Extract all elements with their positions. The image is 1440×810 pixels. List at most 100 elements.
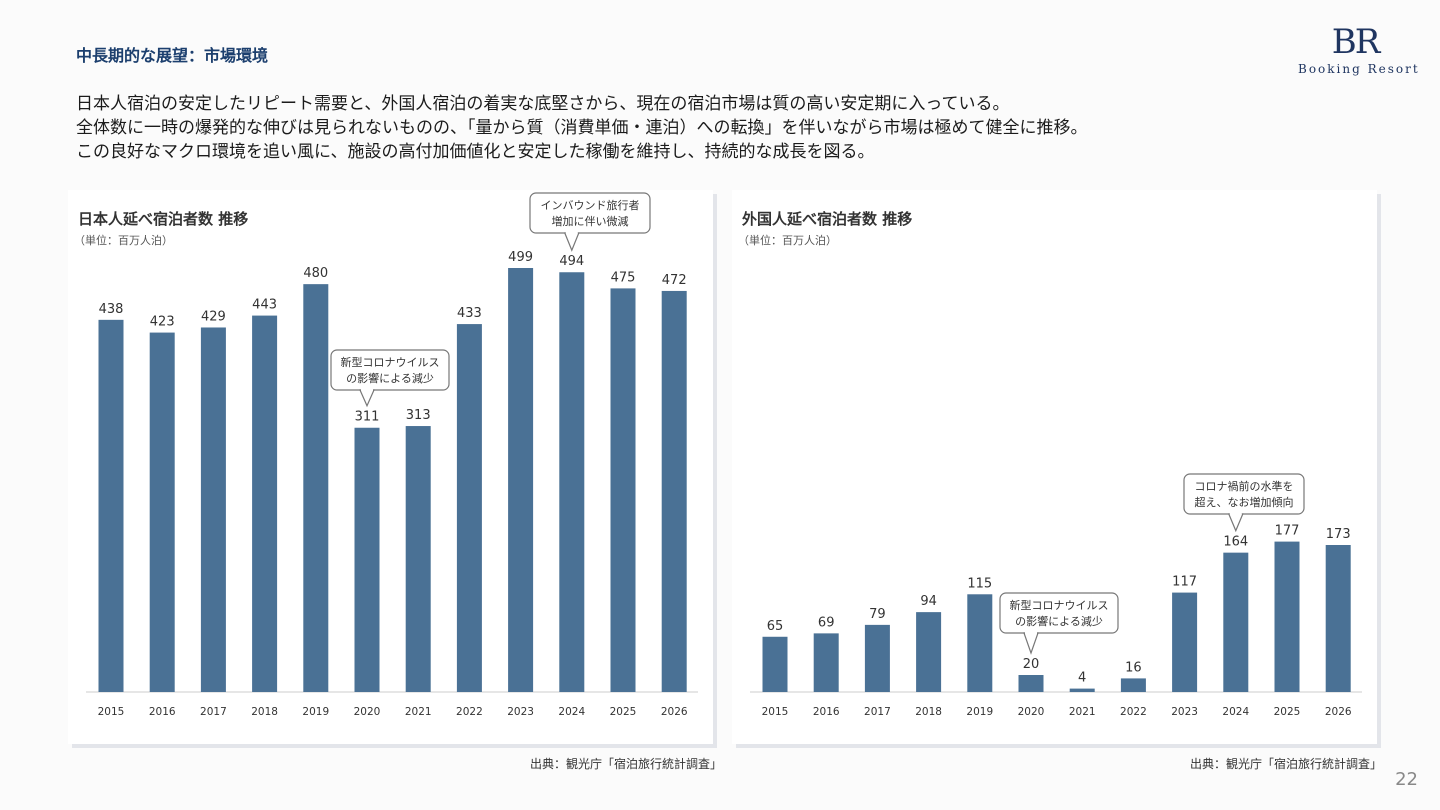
x-tick-label-2019: 2019	[966, 706, 993, 718]
callout-box	[529, 192, 651, 234]
callout-pointer	[1227, 513, 1244, 533]
x-tick-label-2021: 2021	[405, 706, 432, 718]
data-label-2025: 177	[1275, 524, 1300, 539]
bar-2026	[1325, 545, 1351, 692]
data-label-2022: 16	[1125, 660, 1142, 675]
bar-2023	[508, 268, 534, 692]
source-note-japanese: 出典：観光庁「宿泊旅行統計調査」	[530, 757, 723, 771]
foreign-guests-chart: 外国人延べ宿泊者数 推移 （単位：百万人泊） 65 2015 69 2016 79 2017 9…	[738, 210, 1362, 718]
japanese-guests-chart: 日本人延べ宿泊者数 推移 （単位：百万人泊） 438 2015 423 2016 429 20…	[74, 192, 698, 718]
x-tick-label-2024: 2024	[1222, 706, 1249, 718]
bar-2025	[610, 288, 636, 692]
chart-panel-japanese: 日本人延べ宿泊者数 推移 （単位：百万人泊） 438 2015 423 2016 429 20…	[68, 190, 713, 744]
data-label-2023: 499	[508, 250, 533, 265]
bar-2020	[1018, 675, 1044, 692]
lead-text: 日本人宿泊の安定したリピート需要と、外国人宿泊の着実な底堅さから、現在の宿泊市場…	[76, 92, 1088, 164]
brand-logo: BR Booking Resort	[1298, 22, 1420, 76]
data-label-2015: 438	[99, 302, 124, 317]
data-label-2024: 164	[1223, 535, 1248, 550]
callout-text: 新型コロナウイルス	[1010, 598, 1109, 612]
source-note-foreign: 出典：観光庁「宿泊旅行統計調査」	[1190, 757, 1383, 771]
x-tick-label-2022: 2022	[1120, 706, 1147, 718]
bar-2021	[405, 426, 431, 692]
data-label-2023: 117	[1172, 575, 1197, 590]
bar-2018	[252, 315, 278, 692]
callout-text: インバウンド旅行者	[541, 198, 640, 212]
x-tick-label-2015: 2015	[98, 706, 125, 718]
callout-text: 超え、なお増加傾向	[1195, 495, 1294, 509]
lead-line: 日本人宿泊の安定したリピート需要と、外国人宿泊の着実な底堅さから、現在の宿泊市場…	[76, 94, 1010, 114]
data-label-2018: 443	[252, 298, 277, 313]
data-label-2020: 311	[355, 410, 380, 425]
x-tick-label-2026: 2026	[661, 706, 688, 718]
chart-title: 外国人延べ宿泊者数 推移	[741, 210, 912, 228]
x-tick-label-2022: 2022	[456, 706, 483, 718]
x-tick-label-2018: 2018	[251, 706, 278, 718]
data-label-2017: 79	[869, 607, 886, 622]
callout-pointer	[1023, 632, 1039, 655]
bar-2017	[864, 624, 890, 692]
callout-text: 増加に伴い微減	[552, 214, 629, 228]
chart-panel-foreign: 外国人延べ宿泊者数 推移 （単位：百万人泊） 65 2015 69 2016 79 2017 9…	[732, 190, 1377, 744]
callout-text: 新型コロナウイルス	[341, 355, 440, 369]
logo-text: Booking Resort	[1298, 62, 1420, 76]
callout-text: の影響による減少	[1015, 614, 1103, 628]
bar-2024	[559, 272, 585, 692]
data-label-2021: 313	[406, 408, 431, 423]
data-label-2022: 433	[457, 306, 482, 321]
data-label-2019: 115	[967, 576, 992, 591]
x-tick-label-2025: 2025	[1274, 706, 1301, 718]
callout-box	[999, 592, 1119, 634]
data-label-2026: 173	[1326, 527, 1351, 542]
data-label-2019: 480	[303, 266, 328, 281]
data-label-2015: 65	[767, 619, 784, 634]
data-label-2017: 429	[201, 309, 226, 324]
x-tick-label-2017: 2017	[864, 706, 891, 718]
lead-line: この良好なマクロ環境を追い風に、施設の高付加価値化と安定した稼働を維持し、持続的…	[76, 142, 875, 162]
x-tick-label-2019: 2019	[302, 706, 329, 718]
bar-2016	[813, 633, 839, 692]
x-tick-label-2015: 2015	[762, 706, 789, 718]
x-tick-label-2026: 2026	[1325, 706, 1352, 718]
x-tick-label-2020: 2020	[1018, 706, 1045, 718]
x-tick-label-2016: 2016	[813, 706, 840, 718]
bar-2021	[1069, 688, 1095, 692]
logo-mark: BR	[1331, 22, 1381, 62]
bar-2026	[661, 290, 687, 692]
data-label-2021: 4	[1078, 671, 1086, 686]
page-title: 中長期的な展望：市場環境	[76, 46, 269, 65]
chart-unit-label: （単位：百万人泊）	[738, 233, 837, 247]
data-label-2018: 94	[920, 594, 937, 609]
bar-2025	[1274, 541, 1300, 692]
bar-2024	[1223, 552, 1249, 692]
chart-title: 日本人延べ宿泊者数 推移	[78, 210, 248, 228]
data-label-2016: 69	[818, 615, 835, 630]
bar-2018	[916, 612, 942, 692]
callout-text: コロナ禍前の水準を	[1195, 479, 1294, 493]
bar-2019	[303, 284, 329, 692]
x-tick-label-2018: 2018	[915, 706, 942, 718]
x-tick-label-2023: 2023	[1171, 706, 1198, 718]
x-tick-label-2023: 2023	[507, 706, 534, 718]
bar-2022	[456, 324, 482, 692]
bar-2020	[354, 427, 380, 692]
x-tick-label-2025: 2025	[610, 706, 637, 718]
callout-pointer	[359, 389, 375, 408]
x-tick-label-2020: 2020	[354, 706, 381, 718]
chart-unit-label: （単位：百万人泊）	[74, 233, 173, 247]
x-tick-label-2024: 2024	[558, 706, 585, 718]
data-label-2026: 472	[662, 273, 687, 288]
bar-2017	[200, 327, 226, 692]
x-tick-label-2017: 2017	[200, 706, 227, 718]
callout-box	[1183, 473, 1305, 515]
bar-2022	[1120, 678, 1146, 692]
bar-2019	[967, 594, 993, 692]
bar-2015	[762, 636, 788, 692]
callout-pointer	[563, 232, 580, 252]
x-tick-label-2021: 2021	[1069, 706, 1096, 718]
data-label-2024: 494	[559, 254, 584, 269]
